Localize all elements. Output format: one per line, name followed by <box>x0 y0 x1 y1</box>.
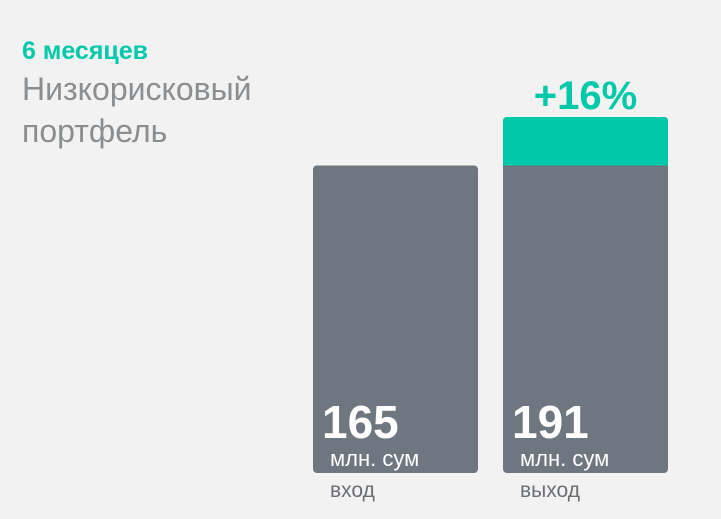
bar-unit-label: млн. сум <box>330 446 419 471</box>
title-block: 6 месяцев Низкорисковый портфель <box>22 36 322 152</box>
category-label: выход <box>520 479 580 502</box>
portfolio-title: Низкорисковый портфель <box>22 71 252 149</box>
growth-label: +16% <box>534 74 637 118</box>
bar-value-label: 191 <box>512 396 589 448</box>
period-label: 6 месяцев <box>22 37 149 65</box>
bar-value-label: 165 <box>322 396 399 448</box>
growth-segment-fill <box>503 121 668 166</box>
bar-unit-label: млн. сум <box>520 446 609 471</box>
category-label: вход <box>330 479 375 502</box>
bar-вход <box>313 165 478 473</box>
bar-выход <box>503 117 668 473</box>
